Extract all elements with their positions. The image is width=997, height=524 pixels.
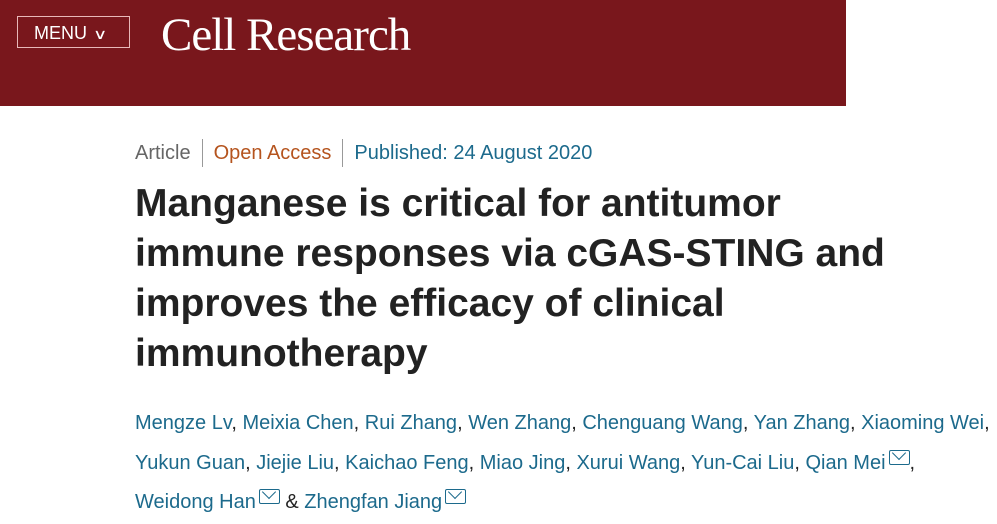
author-link[interactable]: Miao Jing	[479, 451, 566, 474]
email-icon[interactable]	[258, 489, 280, 504]
site-header: MENU ∨ Cell Research	[0, 0, 846, 106]
chevron-down-icon: ∨	[92, 26, 108, 42]
author-link[interactable]: Rui Zhang	[364, 412, 458, 434]
email-icon[interactable]	[888, 449, 910, 465]
author-link[interactable]: Zhengfan Jiang	[304, 491, 443, 513]
author-link[interactable]: Weidong Han	[135, 491, 256, 513]
divider	[342, 139, 344, 167]
author-link[interactable]: Yan Zhang	[753, 412, 850, 434]
author-link[interactable]: Mengze Lv	[135, 412, 232, 434]
author-conjunction: &	[285, 491, 299, 513]
author-link[interactable]: Wen Zhang	[468, 412, 572, 434]
author-link[interactable]: Meixia Chen	[242, 412, 354, 434]
author-link[interactable]: Chenguang Wang	[582, 412, 743, 434]
journal-logo[interactable]: Cell Research	[161, 9, 411, 61]
open-access-label: Open Access	[213, 142, 332, 164]
article-type: Article	[135, 142, 191, 164]
author-link[interactable]: Xurui Wang	[576, 451, 681, 474]
author-link[interactable]: Xiaoming Wei	[861, 412, 985, 434]
article-title: Manganese is critical for antitumor immu…	[135, 182, 885, 375]
author-list: Mengze Lv, Meixia Chen, Rui Zhang, Wen Z…	[135, 412, 990, 513]
published-date: Published: 24 August 2020	[354, 142, 593, 164]
menu-button[interactable]: MENU ∨	[17, 16, 130, 48]
author-link[interactable]: Yukun Guan	[135, 451, 246, 474]
author-link[interactable]: Yun-Cai Liu	[690, 451, 795, 474]
menu-label: MENU	[34, 23, 87, 43]
email-icon[interactable]	[445, 489, 467, 504]
divider	[201, 139, 203, 167]
author-link[interactable]: Kaichao Feng	[345, 451, 469, 474]
author-link[interactable]: Jiejie Liu	[256, 451, 335, 474]
article-meta: Article Open Access Published: 24 August…	[135, 139, 603, 167]
author-link[interactable]: Qian Mei	[805, 451, 886, 474]
